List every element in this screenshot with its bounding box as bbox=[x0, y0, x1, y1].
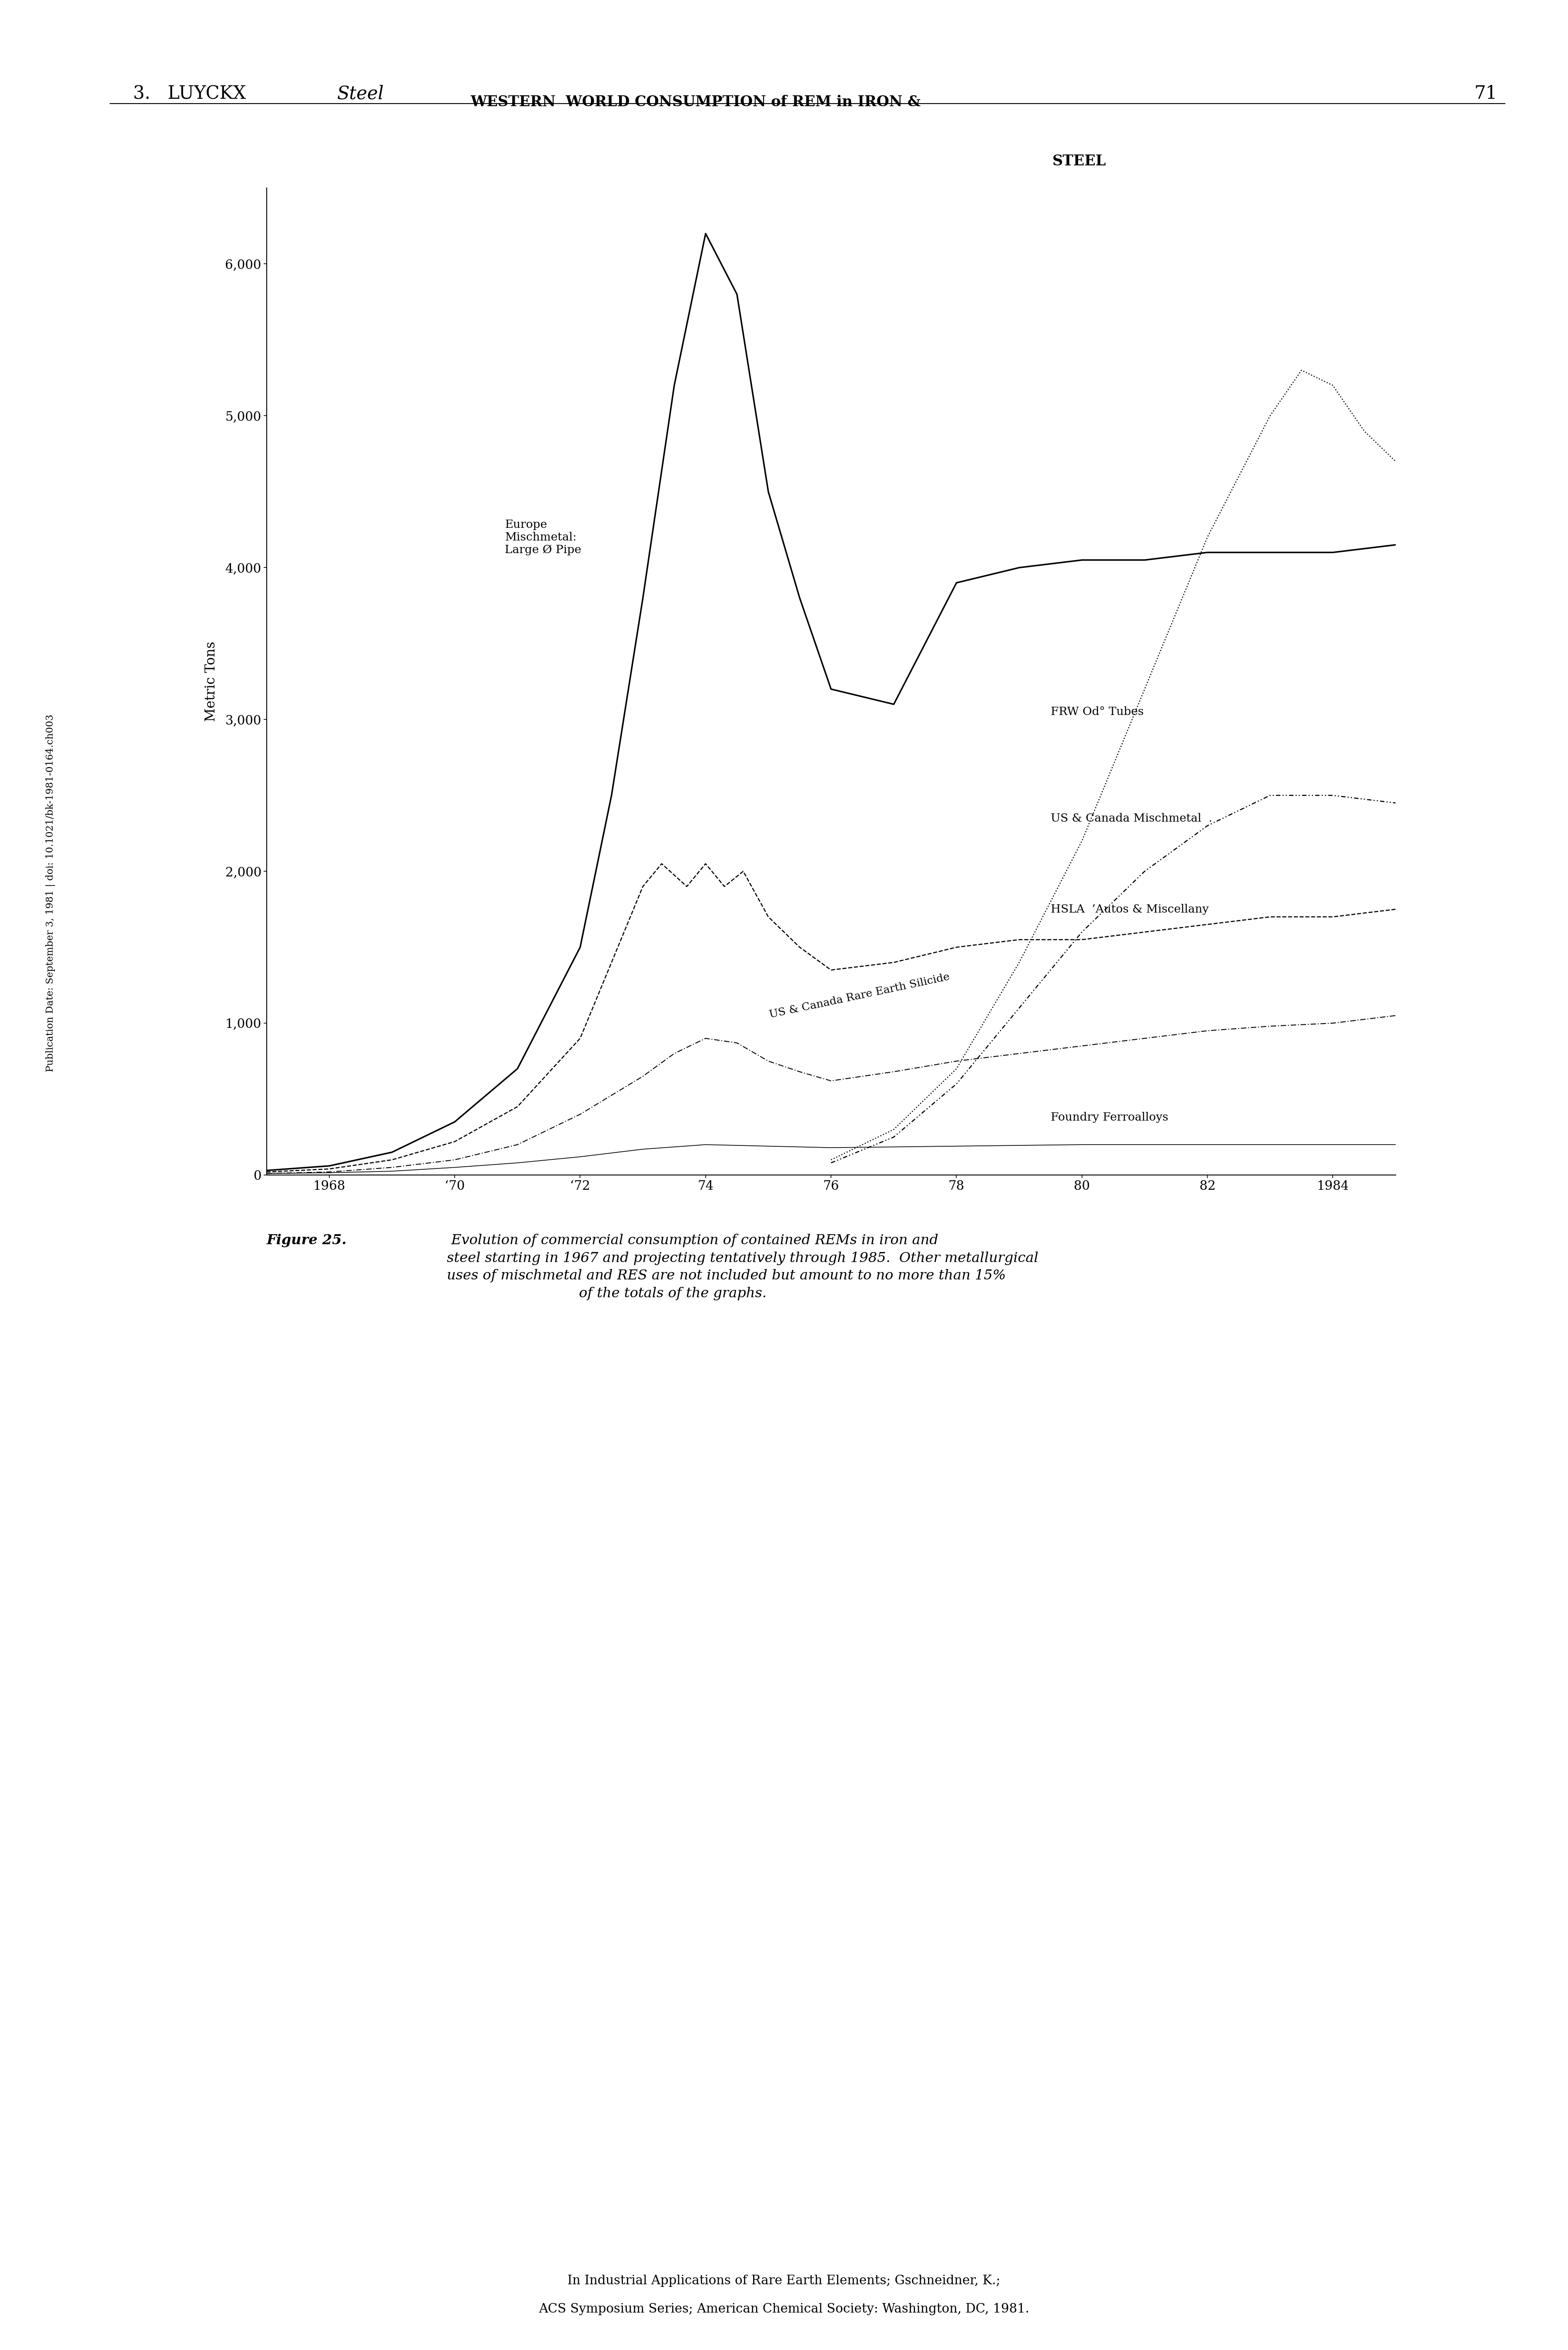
Text: Publication Date: September 3, 1981 | doi: 10.1021/bk-1981-0164.ch003: Publication Date: September 3, 1981 | do… bbox=[45, 714, 55, 1072]
Y-axis label: Metric Tons: Metric Tons bbox=[204, 642, 218, 721]
Text: Europe
Mischmetal:
Large Ø Pipe: Europe Mischmetal: Large Ø Pipe bbox=[505, 519, 582, 555]
Text: STEEL: STEEL bbox=[1052, 153, 1107, 169]
Text: ACS Symposium Series; American Chemical Society: Washington, DC, 1981.: ACS Symposium Series; American Chemical … bbox=[539, 2303, 1029, 2315]
Text: Figure 25.: Figure 25. bbox=[267, 1234, 347, 1248]
Text: US & Canada Rare Earth Silicide: US & Canada Rare Earth Silicide bbox=[768, 973, 950, 1020]
Text: US & Canada Mischmetal  .: US & Canada Mischmetal . bbox=[1051, 813, 1212, 822]
Text: WESTERN  WORLD CONSUMPTION of REM in IRON &: WESTERN WORLD CONSUMPTION of REM in IRON… bbox=[470, 94, 920, 108]
Text: 3.   LUYCKX: 3. LUYCKX bbox=[133, 85, 246, 103]
Text: Evolution of commercial consumption of contained REMs in iron and
steel starting: Evolution of commercial consumption of c… bbox=[447, 1234, 1038, 1300]
Text: In Industrial Applications of Rare Earth Elements; Gschneidner, K.;: In Industrial Applications of Rare Earth… bbox=[568, 2275, 1000, 2287]
Text: FRW Od° Tubes: FRW Od° Tubes bbox=[1051, 707, 1143, 717]
Text: HSLA  ’Autos & Miscellany: HSLA ’Autos & Miscellany bbox=[1051, 905, 1209, 914]
Text: Steel: Steel bbox=[337, 85, 384, 103]
Text: Foundry Ferroalloys: Foundry Ferroalloys bbox=[1051, 1112, 1168, 1123]
Text: 71: 71 bbox=[1474, 85, 1497, 103]
